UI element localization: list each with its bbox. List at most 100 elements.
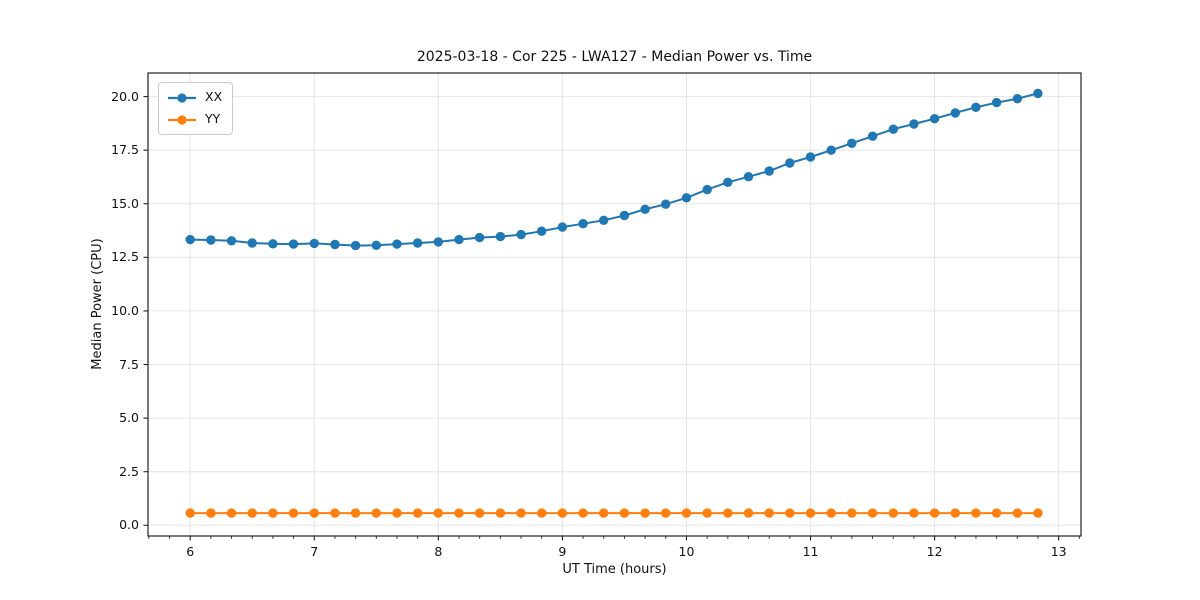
data-point-yy: [247, 508, 257, 518]
data-point-xx: [392, 239, 402, 249]
y-tick-label: 0.0: [119, 517, 139, 533]
data-point-xx: [929, 114, 940, 124]
data-point-xx: [785, 158, 795, 168]
data-point-xx: [991, 97, 1002, 108]
data-point-xx: [950, 108, 960, 118]
y-tick-label: 12.5: [111, 249, 139, 265]
data-point-yy: [826, 508, 836, 518]
data-point-xx: [185, 234, 195, 245]
data-point-xx: [454, 234, 464, 245]
legend-label-yy: YY: [205, 111, 221, 127]
data-point-yy: [619, 508, 630, 518]
x-tick-label: 11: [802, 544, 819, 559]
data-point-yy: [474, 508, 485, 518]
data-point-yy: [185, 508, 195, 518]
data-point-yy: [888, 508, 898, 518]
data-point-xx: [888, 124, 898, 134]
y-tick-label: 20.0: [111, 88, 139, 104]
x-tick-label: 12: [926, 544, 943, 559]
data-point-yy: [392, 508, 402, 518]
y-tick-label: 15.0: [111, 195, 139, 211]
y-tick-label: 10.0: [111, 302, 139, 318]
data-point-xx: [599, 215, 609, 225]
data-point-yy: [1033, 508, 1043, 518]
data-point-yy: [640, 508, 650, 518]
data-point-xx: [723, 177, 733, 187]
data-point-yy: [743, 508, 754, 518]
data-point-yy: [495, 508, 506, 518]
data-point-yy: [1012, 508, 1023, 518]
y-tick-label: 7.5: [119, 356, 139, 372]
data-point-yy: [330, 508, 340, 518]
data-point-yy: [847, 508, 857, 518]
legend-entry-xx: XX: [167, 88, 222, 107]
y-tick-label: 2.5: [119, 463, 139, 479]
data-point-xx: [681, 193, 692, 203]
data-point-xx: [412, 238, 423, 248]
data-point-xx: [516, 229, 526, 240]
x-tick-label: 7: [310, 544, 319, 559]
legend: XX YY: [158, 82, 234, 135]
data-point-yy: [661, 508, 671, 518]
data-point-yy: [599, 508, 609, 518]
data-point-yy: [412, 508, 423, 518]
data-point-xx: [1033, 88, 1043, 99]
data-point-xx: [764, 166, 774, 176]
data-point-yy: [991, 508, 1002, 518]
data-point-yy: [702, 508, 712, 518]
data-point-yy: [206, 508, 216, 518]
legend-line-marker-icon: [168, 92, 196, 103]
data-point-yy: [226, 508, 237, 518]
data-point-xx: [371, 240, 381, 250]
data-point-yy: [785, 508, 795, 518]
data-point-yy: [867, 508, 878, 518]
x-axis-label: UT Time (hours): [562, 562, 667, 577]
data-point-xx: [578, 219, 588, 229]
data-point-yy: [433, 508, 443, 518]
axes-spines: [147, 72, 1082, 537]
data-point-xx: [805, 152, 816, 162]
data-point-xx: [867, 131, 878, 141]
data-point-yy: [578, 508, 588, 518]
data-point-yy: [805, 508, 816, 518]
data-point-xx: [971, 102, 981, 113]
data-point-yy: [454, 508, 464, 518]
data-point-xx: [330, 239, 340, 250]
x-tick-label: 10: [678, 544, 695, 559]
data-point-xx: [288, 239, 299, 249]
data-point-yy: [723, 508, 733, 518]
data-point-yy: [681, 508, 692, 518]
x-tick-label: 13: [1050, 544, 1067, 559]
data-point-yy: [288, 508, 299, 518]
data-point-xx: [350, 240, 361, 251]
chart-title: 2025-03-18 - Cor 225 - LWA127 - Median P…: [416, 49, 813, 65]
data-point-yy: [971, 508, 981, 518]
data-point-xx: [661, 199, 671, 209]
data-point-xx: [557, 222, 568, 232]
data-point-xx: [433, 237, 443, 247]
data-point-yy: [950, 508, 960, 518]
data-point-xx: [206, 235, 216, 245]
data-point-xx: [268, 239, 278, 249]
data-point-yy: [909, 508, 919, 518]
x-tick-label: 8: [434, 544, 443, 559]
data-point-yy: [371, 508, 381, 518]
data-point-xx: [309, 238, 319, 249]
y-tick-label: 17.5: [111, 142, 139, 158]
data-point-xx: [702, 184, 712, 195]
data-point-xx: [640, 204, 650, 214]
data-point-yy: [516, 508, 526, 518]
data-point-xx: [247, 238, 257, 248]
data-point-xx: [537, 226, 547, 236]
data-point-xx: [474, 232, 485, 243]
data-point-xx: [909, 119, 919, 129]
x-tick-label: 9: [558, 544, 567, 559]
data-point-yy: [557, 508, 568, 518]
data-point-yy: [764, 508, 774, 518]
data-point-yy: [350, 508, 361, 518]
data-point-xx: [743, 172, 754, 182]
data-point-yy: [537, 508, 547, 518]
legend-entry-yy: YY: [167, 110, 222, 129]
